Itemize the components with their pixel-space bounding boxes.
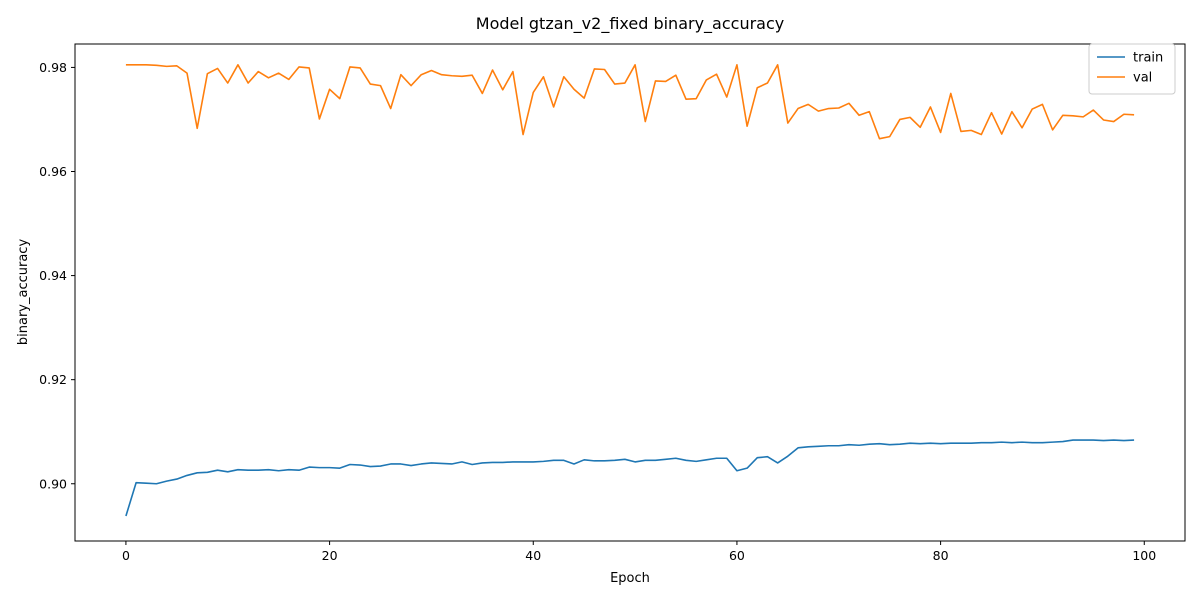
chart-title: Model gtzan_v2_fixed binary_accuracy [476, 14, 784, 34]
series-line-train [125, 439, 1135, 517]
y-tick-label: 0.98 [39, 60, 67, 75]
y-axis-label: binary_accuracy [16, 239, 31, 346]
y-axis: 0.90 0.92 0.94 0.96 0.98 [39, 60, 75, 491]
x-tick-label: 80 [933, 548, 949, 563]
x-tick-label: 100 [1132, 548, 1156, 563]
x-tick-label: 0 [122, 548, 130, 563]
y-tick-label: 0.94 [39, 268, 67, 283]
x-axis-label: Epoch [610, 571, 650, 586]
series-line-val [125, 64, 1135, 140]
x-tick-label: 60 [729, 548, 745, 563]
legend: train val [1088, 43, 1176, 95]
y-tick-label: 0.96 [39, 164, 67, 179]
axes-frame [74, 43, 1186, 542]
y-tick-label: 0.92 [39, 372, 67, 387]
legend-label-train: train [1133, 51, 1163, 66]
legend-label-val: val [1133, 71, 1152, 86]
y-tick-label: 0.90 [39, 476, 67, 491]
series-lines [125, 64, 1135, 517]
x-tick-label: 40 [525, 548, 541, 563]
x-tick-label: 20 [322, 548, 338, 563]
x-axis: 0 20 40 60 80 100 [122, 541, 1156, 563]
